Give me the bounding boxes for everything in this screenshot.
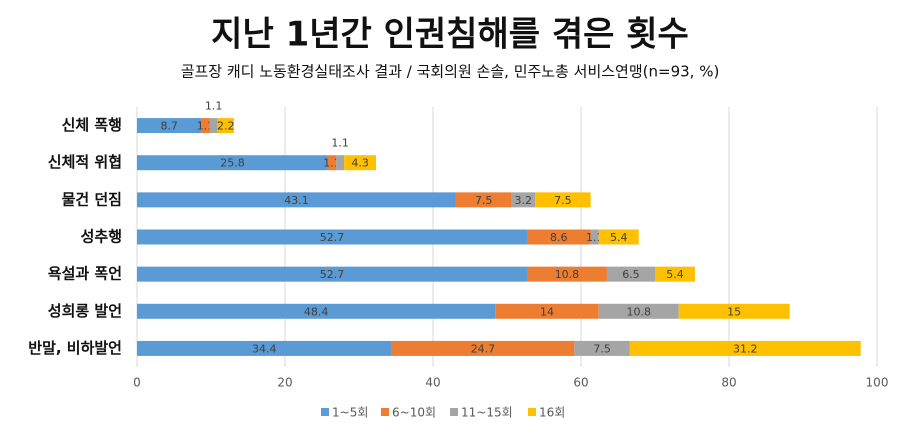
category-label: 반말, 비하발언 [28,339,122,357]
bar-segment [209,118,218,134]
value-label: 52.7 [320,268,345,281]
x-tick-label: 80 [721,376,736,390]
value-label: 15 [727,305,741,318]
bar-segment [137,229,527,245]
category-label: 성희롱 발언 [48,302,122,320]
bar-segment [535,192,591,208]
value-label: 1.1 [205,100,223,113]
category-label: 욕설과 폭언 [48,265,122,283]
bar-segment [629,340,861,356]
x-tick-label: 60 [573,376,588,390]
value-label: 5.4 [610,231,628,244]
value-label: 24.7 [471,342,496,355]
value-label: 48.4 [304,305,329,318]
bar-segment [495,303,599,319]
value-label: 8.7 [160,120,178,133]
value-label: 14 [540,305,554,318]
bar-segment [344,155,377,171]
x-tick-label: 100 [866,376,889,390]
value-label: 6.5 [622,268,640,281]
bar-segment [598,229,639,245]
bar-segment [590,229,599,245]
bar-segment [217,118,234,134]
value-label: 3.2 [515,194,533,207]
bar-segment [606,266,655,282]
bar-segment [336,155,345,171]
bar-segment [137,340,392,356]
bar-segment [137,155,328,171]
chart-title: 지난 1년간 인권침해를 겪은 횟수 [211,15,689,55]
bar-segment [526,266,607,282]
bar-segment [526,229,591,245]
bar-segment [137,303,496,319]
legend-label: 6~10회 [392,406,436,420]
category-label: 성추행 [81,228,122,246]
value-label: 52.7 [320,231,345,244]
value-label: 8.6 [550,231,568,244]
legend-swatch [528,408,536,416]
value-label: 43.1 [284,194,309,207]
bar-segment [574,340,630,356]
value-label: 4.3 [351,157,369,170]
bar-segment [137,118,202,134]
category-label: 신체적 위협 [48,153,122,171]
value-label: 10.8 [555,268,580,281]
category-label: 신체 폭행 [62,116,122,134]
legend-label: 16회 [539,406,565,420]
value-label: 34.4 [252,342,277,355]
category-label: 물건 던짐 [62,190,122,208]
x-tick-label: 20 [277,376,292,390]
bar-segment [201,118,210,134]
bar-segment [678,303,790,319]
value-label: 10.8 [626,305,651,318]
value-label: 2.2 [217,120,235,133]
value-label: 7.5 [593,342,611,355]
legend-label: 1~5회 [332,406,368,420]
legend-swatch [381,408,389,416]
bar-segment [137,266,527,282]
legend-swatch [321,408,329,416]
legend-label: 11~15회 [461,406,513,420]
value-label: 7.5 [554,194,572,207]
x-tick-label: 40 [425,376,440,390]
legend-swatch [450,408,458,416]
bar-segment [511,192,536,208]
bar-segment [455,192,512,208]
bar-segment [598,303,679,319]
value-label: 5.4 [666,268,684,281]
value-label: 25.8 [220,157,245,170]
bar-segment [391,340,575,356]
bar-segment [327,155,337,171]
bar-segment [655,266,695,282]
chart-subtitle: 골프장 캐디 노동환경실태조사 결과 / 국회의원 손솔, 민주노총 서비스연맹… [181,63,720,81]
value-label: 31.2 [733,342,758,355]
bar-segment [137,192,456,208]
value-label: 1.1 [331,137,349,150]
x-tick-label: 0 [133,376,141,390]
value-label: 7.5 [475,194,493,207]
